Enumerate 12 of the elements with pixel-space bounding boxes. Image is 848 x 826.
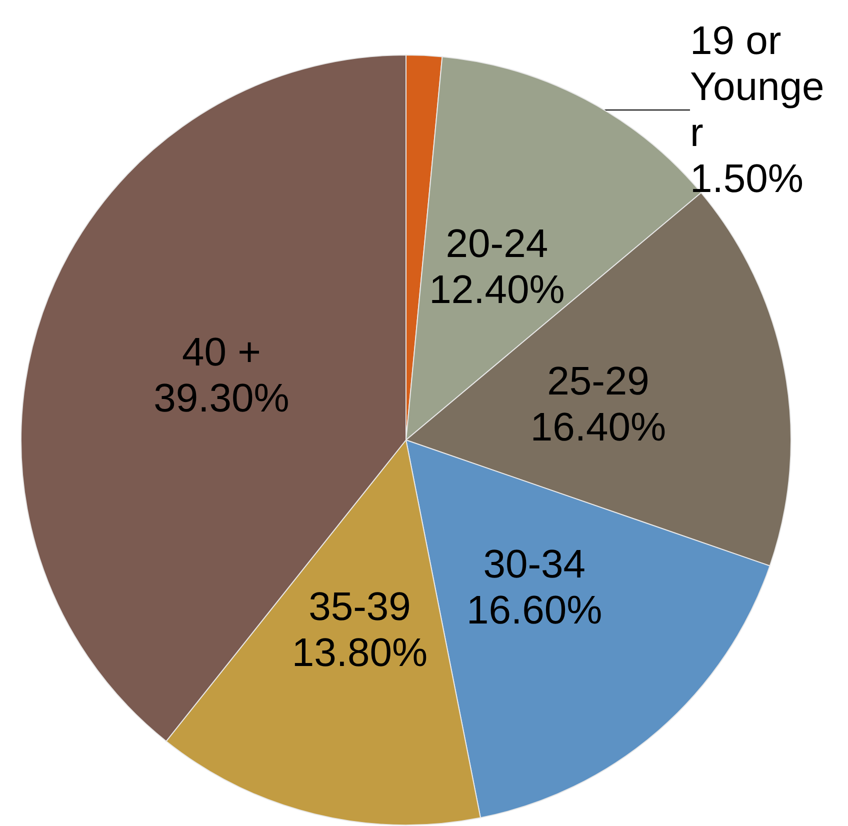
data-label: 1.50% xyxy=(690,157,804,201)
slice-label: 19 or Younger xyxy=(690,19,824,155)
data-label: 16.60% xyxy=(466,588,602,632)
data-label: 16.40% xyxy=(530,406,666,450)
slice-label: 20-24 xyxy=(446,222,548,266)
data-label: 39.30% xyxy=(154,376,290,421)
slice-label: 30-34 xyxy=(483,542,586,586)
slice-label: 35-39 xyxy=(308,584,411,629)
data-label: 13.80% xyxy=(292,630,428,675)
data-label: 12.40% xyxy=(429,268,565,312)
slice-label: 40 + xyxy=(182,330,261,375)
slice-label: 25-29 xyxy=(547,360,650,404)
